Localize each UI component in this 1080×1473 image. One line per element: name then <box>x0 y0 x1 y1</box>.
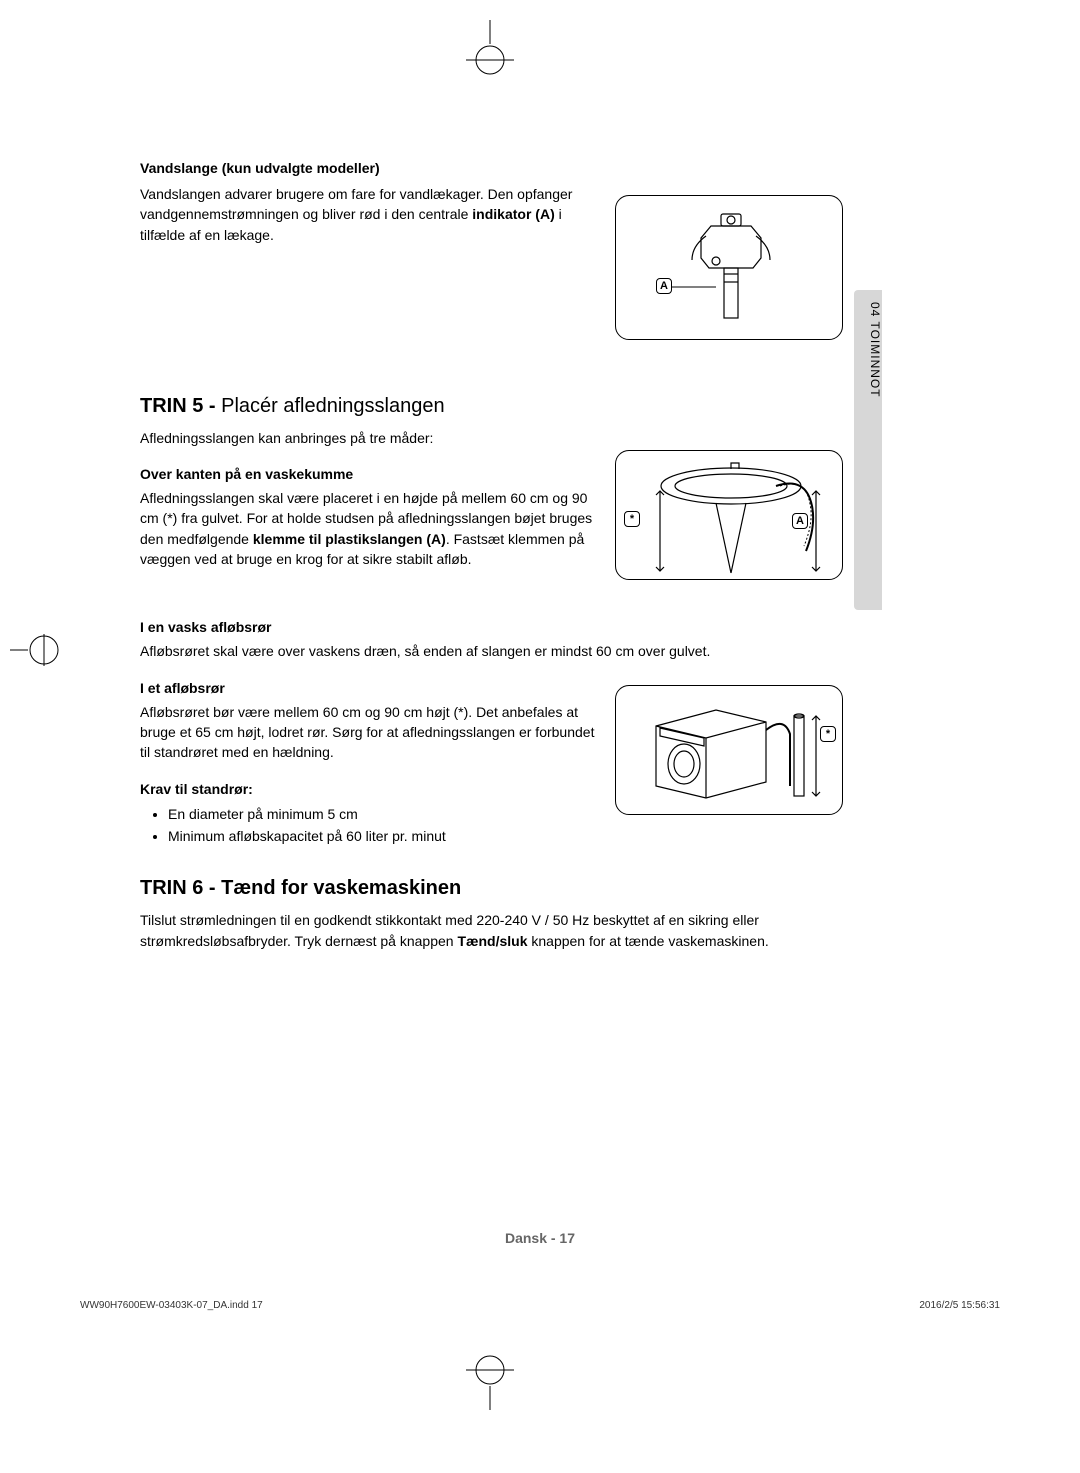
hose-paragraph: Vandslangen advarer brugere om fare for … <box>140 184 600 245</box>
crop-mark-bottom <box>430 1350 550 1410</box>
sink-edge-paragraph: Afledningsslangen skal være placeret i e… <box>140 488 600 569</box>
standpipe-req-2: Minimum afløbskapacitet på 60 liter pr. … <box>168 825 860 847</box>
crop-mark-left <box>10 620 70 680</box>
step6-post: knappen for at tænde vaskemaskinen. <box>527 933 768 949</box>
drainpipe-heading: I et afløbsrør <box>140 680 860 696</box>
sink-drain-heading: I en vasks afløbsrør <box>140 619 860 635</box>
page-content: Vandslange (kun udvalgte modeller) Vands… <box>140 160 860 961</box>
step5-heading: TRIN 5 - Placér afledningsslangen <box>140 395 860 418</box>
page-footer-left: WW90H7600EW-03403K-07_DA.indd 17 <box>80 1300 263 1311</box>
sink-edge-heading: Over kanten på en vaskekumme <box>140 466 860 482</box>
standpipe-heading: Krav til standrør: <box>140 781 860 797</box>
drainpipe-paragraph: Afløbsrøret bør være mellem 60 cm og 90 … <box>140 702 600 763</box>
standpipe-req-1: En diameter på minimum 5 cm <box>168 803 860 825</box>
page-footer-center: Dansk - 17 <box>0 1230 1080 1246</box>
crop-mark-top <box>430 20 550 80</box>
step6-heading: TRIN 6 - Tænd for vaskemaskinen <box>140 877 860 900</box>
step5-title: Placér afledningsslangen <box>221 395 445 417</box>
step5-prefix: TRIN 5 - <box>140 395 221 417</box>
page-footer-right: 2016/2/5 15:56:31 <box>919 1300 1000 1311</box>
hose-para-bold: indikator (A) <box>472 206 554 222</box>
step6-paragraph: Tilslut strømledningen til en godkendt s… <box>140 910 860 951</box>
step5-intro: Afledningsslangen kan anbringes på tre m… <box>140 428 860 448</box>
sink-drain-paragraph: Afløbsrøret skal være over vaskens dræn,… <box>140 641 860 661</box>
standpipe-requirements: En diameter på minimum 5 cm Minimum aflø… <box>140 803 860 848</box>
step6-bold: Tænd/sluk <box>457 933 527 949</box>
hose-heading: Vandslange (kun udvalgte modeller) <box>140 160 860 176</box>
sink-edge-bold: klemme til plastikslangen (A) <box>253 531 446 547</box>
